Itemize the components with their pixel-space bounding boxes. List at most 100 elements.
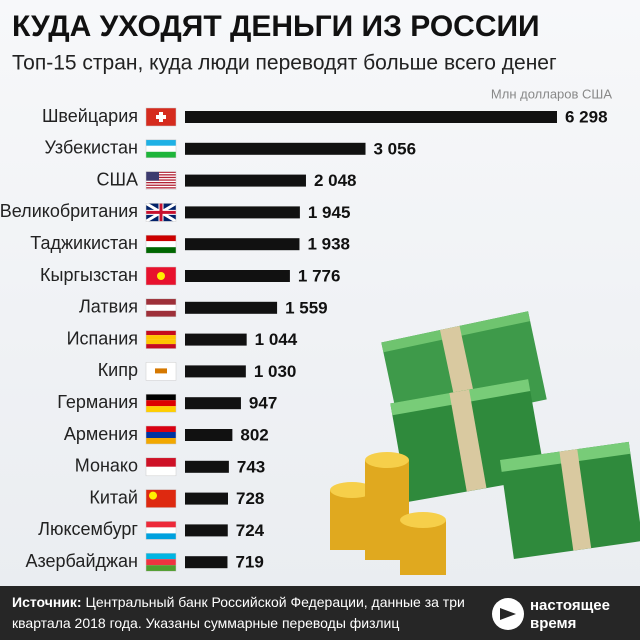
bar — [185, 429, 233, 441]
flag-emblem — [149, 491, 157, 500]
flag — [145, 362, 177, 381]
value-label: 1 044 — [255, 330, 298, 349]
category-label: Армения — [64, 424, 138, 444]
value-label: 2 048 — [314, 171, 357, 190]
flag-stripe — [146, 533, 176, 540]
value-label: 728 — [236, 489, 264, 508]
flag — [145, 266, 177, 286]
bar — [185, 270, 290, 282]
category-label: Кыргызстан — [40, 265, 138, 285]
flag-stripe — [146, 466, 176, 476]
category-label: Люксембург — [38, 519, 138, 539]
flag-stripe — [146, 527, 176, 534]
flag-stripe — [146, 330, 176, 336]
flag-stripe — [146, 438, 176, 444]
category-label: Азербайджан — [25, 551, 138, 571]
flag-stripe — [146, 344, 176, 349]
category-label: Узбекистан — [44, 138, 138, 158]
category-label: Германия — [57, 392, 138, 412]
flag — [145, 393, 177, 413]
value-label: 1 945 — [308, 203, 351, 222]
value-label: 1 030 — [254, 362, 297, 381]
flag-stripe — [146, 304, 176, 311]
flag-stripe — [146, 187, 176, 189]
flag-stripe — [146, 139, 176, 146]
value-label: 719 — [235, 553, 263, 572]
value-label: 1 776 — [298, 266, 341, 285]
flag — [145, 202, 177, 223]
flag-stripe — [146, 457, 176, 467]
flag — [145, 330, 177, 349]
category-label: Латвия — [79, 297, 138, 317]
logo-line: настоящее — [530, 597, 610, 614]
bar — [185, 460, 229, 473]
flag — [145, 234, 177, 254]
flag-stripe — [146, 553, 176, 560]
chart-subtitle: Топ-15 стран, куда люди переводят больше… — [12, 52, 557, 75]
flag-stripe — [146, 171, 176, 173]
category-label: Испания — [67, 328, 138, 348]
flag-stripe — [146, 151, 176, 158]
category-label: Таджикистан — [30, 233, 138, 253]
flag-stripe — [146, 179, 176, 181]
chart: КУДА УХОДЯТ ДЕНЬГИ ИЗ РОССИИ Топ-15 стра… — [0, 10, 640, 575]
bar — [185, 365, 246, 378]
logo: настоящее время — [492, 597, 610, 632]
category-label: Швейцария — [42, 106, 138, 126]
category-label: Великобритания — [0, 201, 138, 221]
flag-stripe — [146, 432, 176, 438]
chart-title: КУДА УХОДЯТ ДЕНЬГИ ИЗ РОССИИ — [12, 10, 540, 43]
flag — [145, 298, 177, 318]
value-label: 1 559 — [285, 298, 328, 317]
flag-stripe — [146, 176, 176, 179]
flag-stripe — [146, 400, 176, 407]
value-label: 3 056 — [374, 139, 417, 158]
flag-stripe — [146, 235, 176, 242]
flag-cross — [146, 203, 176, 222]
flag — [145, 171, 177, 190]
flag-stripe — [146, 174, 176, 176]
bar — [185, 206, 300, 219]
flag-stripe — [146, 339, 176, 345]
flag-emblem — [155, 368, 167, 374]
flag-stripe — [146, 241, 176, 248]
value-label: 802 — [240, 425, 268, 444]
flag-stripe — [146, 335, 176, 340]
flag-stripe — [146, 521, 176, 528]
flag-stripe — [146, 145, 176, 152]
bar — [185, 301, 278, 314]
logo-line: время — [530, 615, 576, 632]
flag — [145, 489, 177, 508]
flag — [145, 139, 177, 159]
flag-stripe — [146, 247, 176, 254]
value-label: 947 — [249, 394, 277, 413]
source: Источник: Центральный банк Российской Фе… — [12, 592, 482, 634]
value-label: 6 298 — [565, 107, 608, 126]
flag-stripe — [146, 406, 176, 413]
value-label: 743 — [237, 457, 265, 476]
flag-stripe — [146, 394, 176, 401]
flag-canton — [146, 171, 159, 181]
flag-cross — [156, 115, 166, 119]
bar — [185, 556, 228, 569]
value-label: 724 — [236, 521, 265, 540]
bar — [185, 238, 300, 251]
bar — [185, 333, 247, 346]
bar — [185, 142, 366, 155]
category-label: США — [96, 169, 138, 189]
category-label: Монако — [75, 456, 138, 476]
flag-stripe — [146, 310, 176, 317]
flag-stripe — [146, 565, 176, 572]
bar — [185, 174, 306, 187]
bar — [185, 492, 229, 505]
source-label: Источник: — [12, 594, 82, 610]
flag — [145, 521, 177, 540]
source-text: Центральный банк Российской Федерации, д… — [12, 594, 465, 631]
flag-stripe — [146, 559, 176, 566]
flag — [145, 107, 177, 127]
flag-stripe — [146, 426, 176, 432]
flag-stripe — [146, 298, 176, 305]
bar — [185, 397, 241, 410]
flag — [145, 425, 177, 445]
